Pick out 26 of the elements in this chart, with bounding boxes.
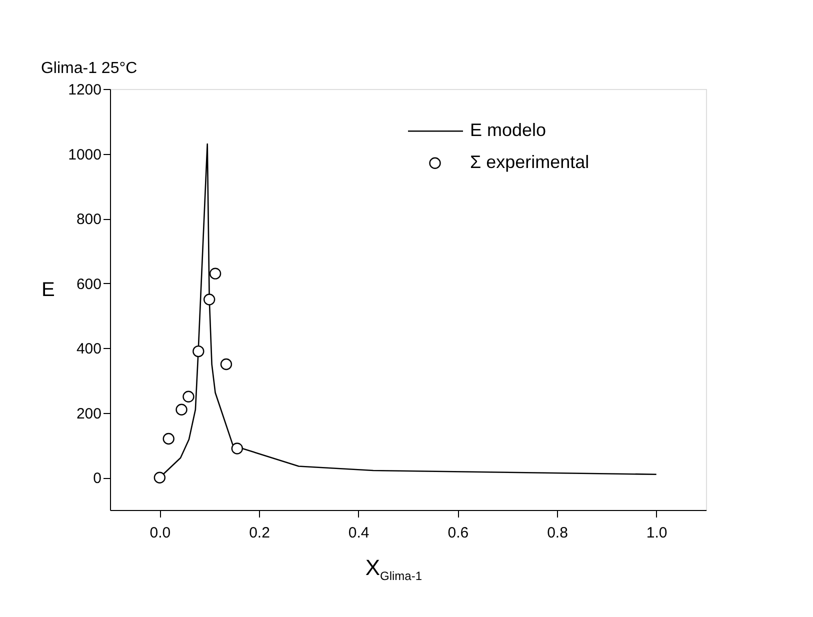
- point: [154, 472, 166, 484]
- y-axis-title: E: [41, 279, 55, 301]
- chart-title: Glima-1 25°C: [40, 60, 138, 77]
- point: [231, 442, 243, 454]
- legend-label: Σ experimental: [470, 152, 590, 172]
- x-tick-label: 0.4: [348, 524, 370, 542]
- y-tick-label: 600: [76, 276, 102, 293]
- y-tick-label: 400: [76, 340, 102, 358]
- point: [203, 294, 216, 306]
- point: [220, 358, 232, 370]
- x-tick-label: 0.2: [249, 524, 270, 542]
- point: [182, 390, 194, 402]
- x-tick-label: 0.6: [448, 524, 469, 542]
- y-tick-label: 1200: [68, 82, 102, 98]
- point: [209, 268, 222, 280]
- x-tick-label: 1.0: [646, 524, 668, 542]
- y-tick-label: 200: [76, 405, 102, 422]
- point: [176, 404, 188, 416]
- x-tick-label: 0.0: [150, 524, 171, 542]
- y-tick-label: 0: [93, 470, 102, 488]
- legend-label: E modelo: [470, 120, 546, 140]
- point: [162, 432, 174, 445]
- y-tick-label: 800: [76, 211, 102, 228]
- x-tick-label: 0.8: [547, 524, 568, 542]
- y-tick-label: 1000: [68, 146, 102, 164]
- point: [192, 345, 204, 358]
